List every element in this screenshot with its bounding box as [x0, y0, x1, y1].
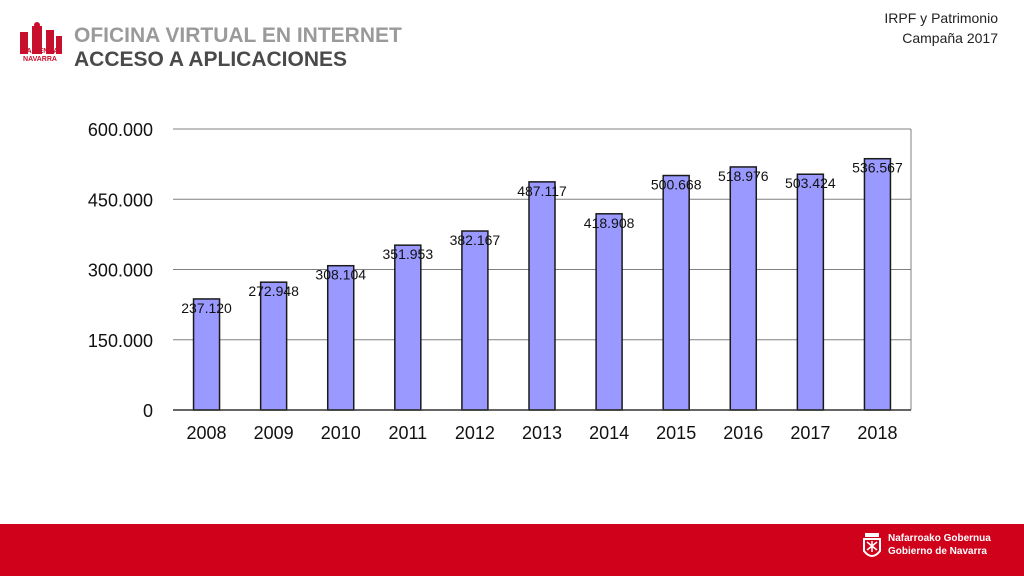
data-label: 237.120: [181, 300, 232, 316]
bar: [528, 181, 556, 411]
campaign-line1: IRPF y Patrimonio: [884, 10, 998, 26]
y-tick-label: 600.000: [88, 120, 153, 140]
bar: [729, 166, 758, 411]
data-label: 351.953: [383, 246, 434, 262]
y-tick-label: 300.000: [88, 261, 153, 281]
data-label: 272.948: [248, 283, 299, 299]
bar: [796, 173, 825, 411]
bar: [662, 174, 690, 411]
data-label: 518.976: [718, 168, 769, 184]
bar: [326, 264, 355, 411]
bar: [461, 230, 489, 411]
page-title-block: OFICINA VIRTUAL EN INTERNET ACCESO A APL…: [74, 24, 402, 72]
x-tick-label: 2012: [455, 423, 495, 443]
data-label: 382.167: [450, 232, 501, 248]
x-tick-label: 2016: [723, 423, 763, 443]
bar: [192, 298, 221, 411]
gov-line2: Gobierno de Navarra: [888, 546, 987, 557]
data-label: 503.424: [785, 175, 836, 191]
y-tick-label: 0: [143, 401, 153, 421]
y-tick-label: 450.000: [88, 190, 153, 210]
hacienda-crest-icon: [20, 22, 62, 54]
campaign-label: IRPF y Patrimonio Campaña 2017: [884, 8, 998, 48]
campaign-line2: Campaña 2017: [902, 30, 998, 46]
x-tick-label: 2015: [656, 423, 696, 443]
x-tick-label: 2009: [254, 423, 294, 443]
x-tick-label: 2014: [589, 423, 629, 443]
x-tick-label: 2018: [857, 423, 897, 443]
x-tick-label: 2017: [790, 423, 830, 443]
x-tick-label: 2013: [522, 423, 562, 443]
logo-line1: HACIENDA: [21, 48, 59, 55]
bar: [394, 244, 422, 411]
gov-line1: Nafarroako Gobernua: [888, 533, 991, 544]
logo-line2: NAVARRA: [23, 56, 57, 63]
data-label: 487.117: [517, 183, 567, 199]
x-tick-label: 2011: [388, 423, 427, 443]
data-label: 418.908: [584, 215, 635, 231]
x-tick-label: 2010: [321, 423, 361, 443]
navarra-shield-icon: [863, 533, 881, 557]
data-label: 308.104: [315, 267, 366, 283]
bar: [863, 157, 892, 411]
bar: [595, 213, 623, 411]
page-title: OFICINA VIRTUAL EN INTERNET: [74, 24, 402, 47]
bar: [259, 281, 288, 411]
x-tick-label: 2008: [187, 423, 227, 443]
y-tick-label: 150.000: [88, 331, 153, 351]
footer-bar: Nafarroako Gobernua Gobierno de Navarra: [0, 524, 1024, 576]
data-label: 536.567: [852, 160, 903, 176]
page-subtitle: ACCESO A APLICACIONES: [74, 48, 348, 71]
data-label: 500.668: [651, 177, 702, 193]
